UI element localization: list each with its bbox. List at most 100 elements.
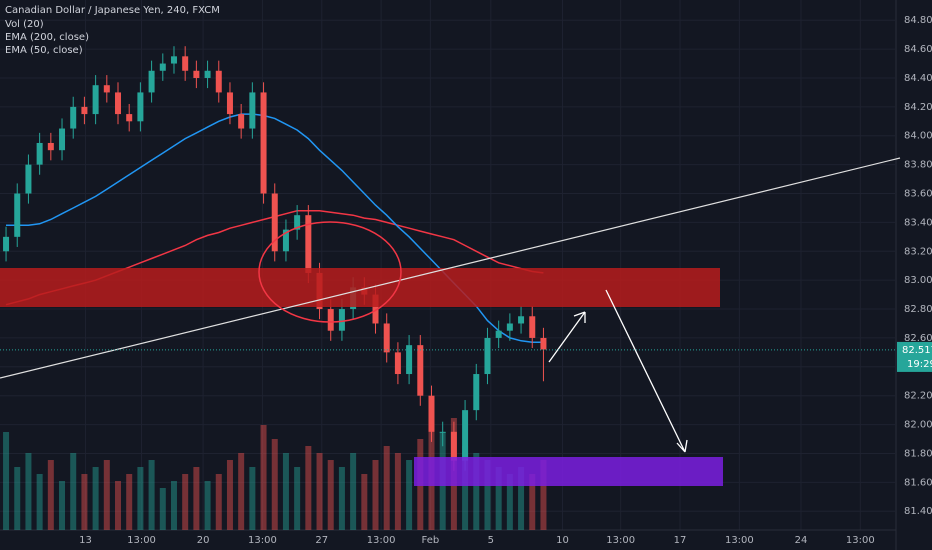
- legend-item: EMA (200, close): [5, 32, 89, 43]
- volume-bar: [484, 460, 491, 530]
- volume-bar: [260, 425, 267, 530]
- candle-body: [518, 316, 525, 324]
- candle-body: [14, 193, 21, 237]
- resistance-zone: [0, 268, 720, 307]
- y-tick-label: 84.800: [904, 15, 932, 26]
- legend-item: Vol (20): [5, 19, 44, 30]
- candle-body: [383, 323, 390, 353]
- volume-bar: [338, 467, 345, 530]
- volume-bar: [495, 467, 502, 530]
- candle-body: [406, 345, 413, 375]
- volume-bar: [282, 453, 289, 530]
- volume-bar: [47, 460, 54, 530]
- volume-bar: [103, 460, 110, 530]
- x-tick-label: 5: [488, 535, 494, 546]
- volume-bar: [305, 446, 312, 530]
- candle-body: [47, 142, 54, 151]
- volume-bar: [238, 453, 245, 530]
- candle-body: [226, 92, 233, 115]
- x-tick-label: 20: [197, 535, 210, 546]
- volume-bar: [316, 453, 323, 530]
- volume-bar: [529, 474, 536, 530]
- candle-body: [338, 309, 345, 331]
- candle-body: [282, 229, 289, 252]
- y-tick-label: 83.400: [904, 217, 932, 228]
- candle-body: [428, 395, 435, 432]
- candle-body: [473, 374, 480, 411]
- volume-bar: [271, 439, 278, 530]
- y-tick-label: 83.800: [904, 160, 932, 171]
- candle-body: [204, 70, 211, 78]
- legend-title: Canadian Dollar / Japanese Yen, 240, FXC…: [5, 5, 220, 16]
- candle-body: [148, 70, 155, 93]
- candle-body: [159, 63, 166, 71]
- x-tick-label: Feb: [422, 535, 440, 546]
- candle-body: [249, 92, 256, 129]
- arrow-up: [548, 311, 586, 363]
- y-tick-label: 82.800: [904, 304, 932, 315]
- y-tick-label: 84.000: [904, 131, 932, 142]
- candle-body: [126, 114, 133, 122]
- volume-bar: [36, 474, 43, 530]
- y-tick-label: 83.600: [904, 189, 932, 200]
- drawings: [0, 157, 901, 486]
- y-tick-label: 81.600: [904, 477, 932, 488]
- x-tick-label: 13:00: [725, 535, 754, 546]
- x-tick-label: 24: [795, 535, 808, 546]
- x-tick-label: 13:00: [127, 535, 156, 546]
- volume-bar: [59, 481, 66, 530]
- candle-body: [540, 337, 547, 350]
- candle-body: [305, 215, 312, 273]
- candle-body: [529, 316, 536, 338]
- volume-bar: [182, 474, 189, 530]
- candle-body: [238, 114, 245, 129]
- x-tick-label: 13: [79, 535, 92, 546]
- candle-body: [59, 128, 66, 151]
- volume-bar: [361, 474, 368, 530]
- volume-bar: [70, 453, 77, 530]
- candle-body: [394, 352, 401, 375]
- candle-body: [462, 410, 469, 461]
- volume-bar: [126, 474, 133, 530]
- candle-body: [215, 70, 222, 93]
- volume-bar: [193, 467, 200, 530]
- candle-body: [3, 236, 10, 252]
- candle-body: [137, 92, 144, 122]
- candle-body: [484, 337, 491, 375]
- candle-body: [271, 193, 278, 252]
- volume-bar: [350, 453, 357, 530]
- x-tick-label: 17: [674, 535, 687, 546]
- y-tick-label: 83.200: [904, 246, 932, 257]
- candle-body: [170, 56, 177, 64]
- candle-body: [92, 85, 99, 115]
- x-tick-label: 13:00: [846, 535, 875, 546]
- volume-bar: [518, 467, 525, 530]
- volume-bar: [215, 474, 222, 530]
- candle-body: [81, 106, 88, 115]
- candle-body: [25, 164, 32, 194]
- volume-bar: [3, 432, 10, 530]
- countdown-label: 19:29: [907, 359, 932, 370]
- candle-body: [506, 323, 513, 331]
- last-price-label: 82.517: [902, 345, 932, 356]
- volume-bar: [540, 460, 547, 530]
- volume-bar: [148, 460, 155, 530]
- target-zone: [414, 457, 723, 486]
- candle-body: [182, 56, 189, 71]
- y-tick-label: 82.200: [904, 391, 932, 402]
- candle-body: [260, 92, 267, 194]
- candle-body: [327, 309, 334, 331]
- legend: Canadian Dollar / Japanese Yen, 240, FXC…: [5, 5, 220, 56]
- candle-body: [103, 85, 110, 93]
- volume-bar: [462, 446, 469, 530]
- volume-bar: [92, 467, 99, 530]
- highlight-ellipse: [258, 221, 402, 323]
- volume-bar: [249, 467, 256, 530]
- legend-item: EMA (50, close): [5, 45, 83, 56]
- candle-body: [450, 431, 457, 461]
- candle-body: [495, 330, 502, 338]
- volume-bar: [473, 453, 480, 530]
- candle-body: [294, 215, 301, 230]
- y-tick-label: 84.400: [904, 73, 932, 84]
- volume-bar: [327, 460, 334, 530]
